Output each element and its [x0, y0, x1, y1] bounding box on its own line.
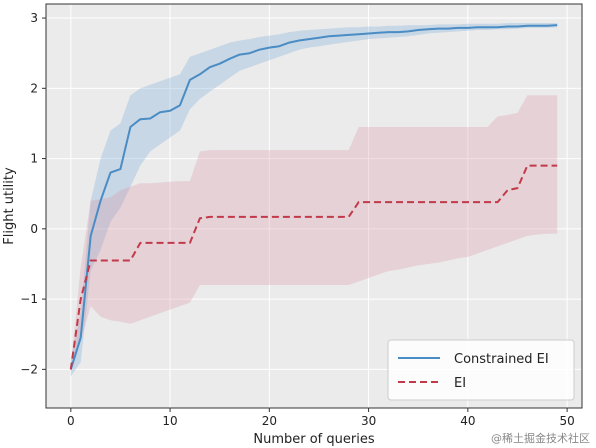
line-ei [69, 164, 558, 370]
y-tick-label: 2 [30, 81, 38, 95]
x-tick-label: 10 [162, 414, 177, 428]
x-tick-label: 40 [460, 414, 475, 428]
x-axis-label: Number of queries [253, 432, 374, 447]
y-tick-label: 1 [30, 152, 38, 166]
y-tick-label: 0 [30, 222, 38, 236]
y-ticks: −2 −1 0 1 2 3 [20, 11, 46, 376]
x-ticks: 0 10 20 30 40 50 [67, 408, 575, 428]
legend-box [387, 339, 575, 401]
x-tick-label: 50 [559, 414, 574, 428]
legend: Constrained EI EI [387, 339, 575, 401]
y-axis-label: Flight utility [2, 167, 17, 245]
y-tick-label: −2 [20, 362, 38, 376]
watermark: @稀土掘金技术社区 [491, 431, 590, 445]
series-lines [69, 24, 558, 370]
legend-label: Constrained EI [454, 352, 549, 367]
line-constrained-ei [69, 24, 558, 370]
band-ei [70, 95, 558, 370]
plot-frame [45, 3, 583, 409]
y-tick-label: −1 [20, 292, 38, 306]
y-tick-label: 3 [30, 11, 38, 25]
confidence-bands [70, 23, 558, 377]
x-tick-label: 30 [361, 414, 376, 428]
x-tick-label: 0 [67, 414, 75, 428]
legend-label: EI [454, 376, 466, 391]
grid-lines [46, 4, 582, 408]
x-tick-label: 20 [262, 414, 277, 428]
